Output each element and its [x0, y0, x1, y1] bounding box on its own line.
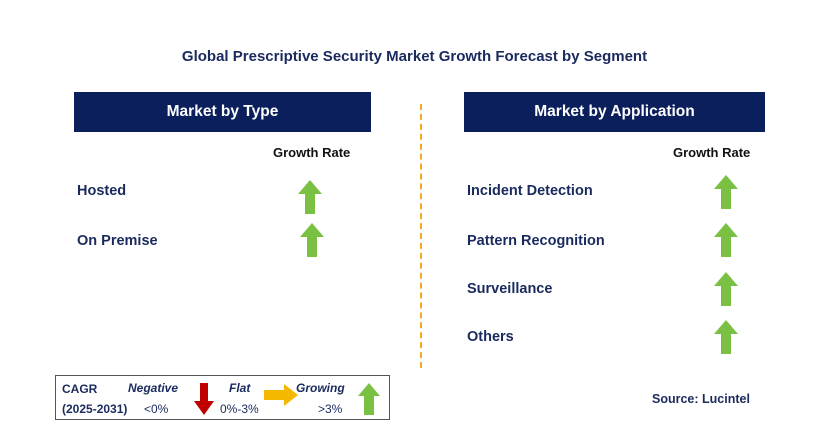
legend-period-label: (2025-2031)	[62, 402, 128, 416]
source-note: Source: Lucintel	[652, 392, 750, 406]
growing-arrow-icon	[300, 223, 324, 257]
type-row-hosted: Hosted	[77, 183, 127, 199]
growing-arrow-icon	[714, 223, 738, 257]
growing-arrow-icon	[358, 383, 380, 415]
legend-flat-value: 0%-3%	[220, 402, 259, 416]
type-row-on-premise: On Premise	[77, 233, 158, 249]
legend-flat-label: Flat	[229, 381, 251, 395]
growing-arrow-icon	[714, 175, 738, 209]
flat-arrow-icon	[264, 384, 298, 406]
chart-title: Global Prescriptive Security Market Grow…	[181, 48, 648, 65]
growing-arrow-icon	[714, 320, 738, 354]
application-row-pattern-recognition: Pattern Recognition	[467, 233, 605, 249]
legend-cagr-label: CAGR	[62, 382, 98, 396]
application-panel-header: Market by Application	[464, 92, 765, 132]
legend-growing-label: Growing	[296, 381, 345, 395]
legend-negative-value: <0%	[144, 402, 169, 416]
negative-arrow-icon	[194, 383, 214, 415]
application-row-others: Others	[467, 329, 514, 345]
type-panel-header: Market by Type	[74, 92, 371, 132]
application-panel-header-label: Market by Application	[534, 103, 695, 120]
type-panel-header-label: Market by Type	[166, 103, 279, 120]
legend-negative-label: Negative	[128, 381, 179, 395]
type-growth-rate-label: Growth Rate	[273, 145, 351, 160]
application-row-incident-detection: Incident Detection	[467, 183, 593, 199]
application-row-surveillance: Surveillance	[467, 281, 553, 297]
panel-divider	[420, 104, 422, 368]
legend-growing-value: >3%	[318, 402, 343, 416]
growing-arrow-icon	[298, 180, 322, 214]
growing-arrow-icon	[714, 272, 738, 306]
application-growth-rate-label: Growth Rate	[673, 145, 751, 160]
cagr-legend: CAGR (2025-2031) Negative <0% Flat 0%-3%…	[55, 375, 390, 420]
